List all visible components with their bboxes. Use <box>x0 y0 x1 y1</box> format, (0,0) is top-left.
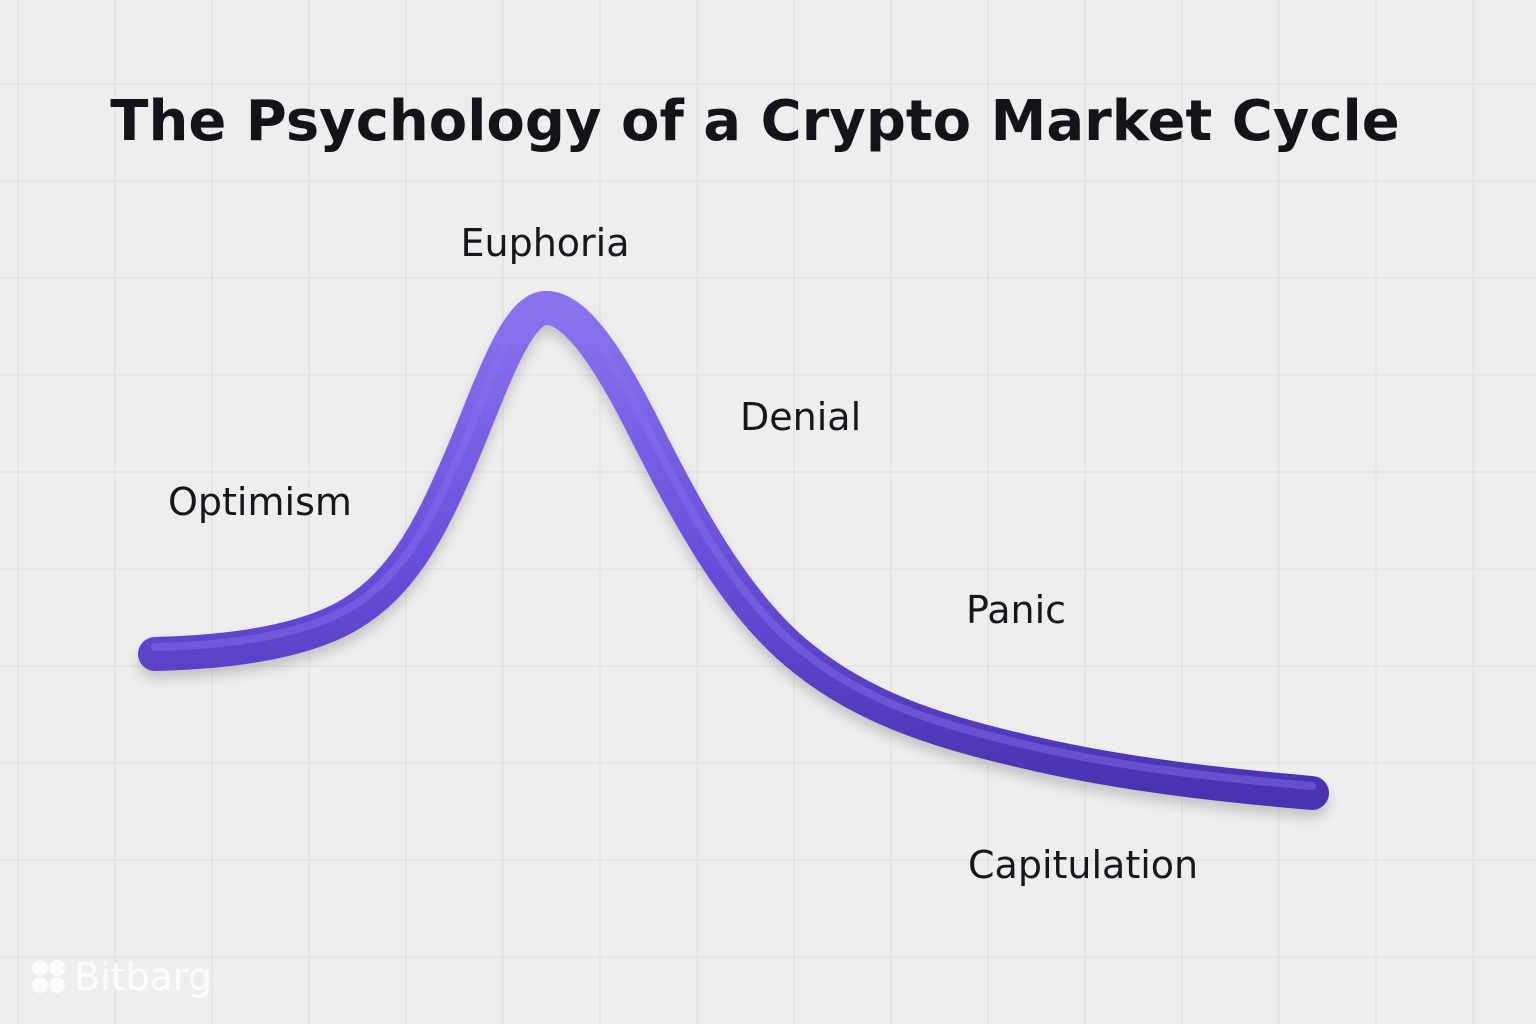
cycle-curve-highlight <box>151 297 1316 790</box>
diagram-title: The Psychology of a Crypto Market Cycle <box>110 89 1399 154</box>
stage-label-euphoria: Euphoria <box>460 221 629 265</box>
stage-label-denial: Denial <box>740 395 861 439</box>
watermark: Bitbarg <box>32 955 212 999</box>
stage-label-capitulation: Capitulation <box>968 843 1198 887</box>
stage-label-optimism: Optimism <box>168 480 352 524</box>
bitbarg-logo-icon <box>32 960 65 993</box>
market-cycle-curve <box>138 291 1329 810</box>
stage-label-panic: Panic <box>966 588 1066 632</box>
watermark-brand: Bitbarg <box>74 955 212 999</box>
